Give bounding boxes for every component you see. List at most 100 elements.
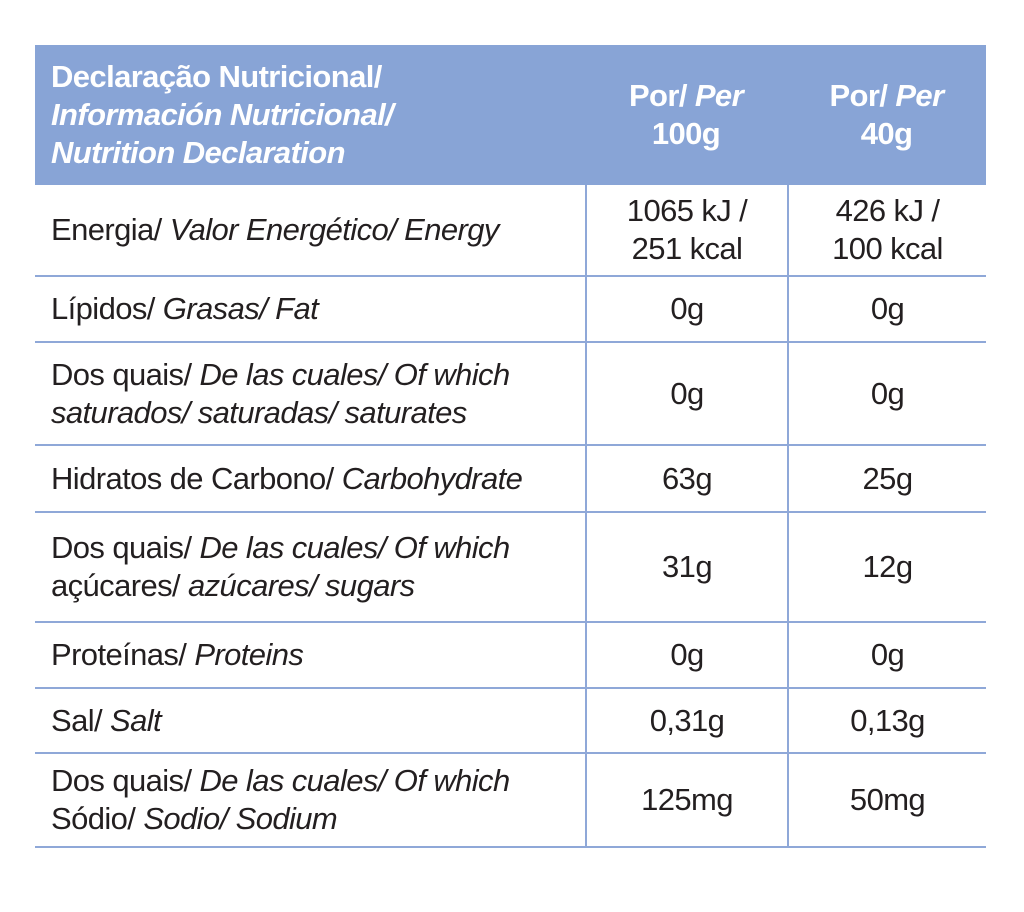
cell-line: Lípidos/ Grasas/ Fat bbox=[51, 290, 585, 328]
cell: 25g bbox=[787, 446, 986, 511]
text-segment: Grasas/ Fat bbox=[162, 291, 319, 326]
cell-line: 0,13g bbox=[850, 702, 925, 740]
cell-line: 0g bbox=[870, 636, 905, 674]
table-row: Dos quais/ De las cuales/ Of which satura… bbox=[35, 343, 986, 446]
cell-line: saturados/ saturadas/ saturates bbox=[51, 394, 585, 432]
cell-line: 50mg bbox=[849, 781, 926, 819]
cell-line: 100g bbox=[651, 115, 721, 153]
cell: Sal/ Salt bbox=[35, 689, 585, 752]
cell-line: Energia/ Valor Energético/ Energy bbox=[51, 211, 585, 249]
cell-line: 40g bbox=[861, 115, 913, 153]
cell-line: 0g bbox=[870, 290, 905, 328]
text-segment: Declaração Nutricional/ bbox=[51, 59, 382, 94]
table-row: Dos quais/ De las cuales/ Of which Sódio/… bbox=[35, 754, 986, 848]
text-segment: Hidratos de Carbono/ bbox=[51, 460, 342, 496]
cell: Por/ Per 100g bbox=[585, 45, 787, 185]
table-row: Sal/ Salt 0,31g 0,13g bbox=[35, 689, 986, 754]
cell-line: 0,31g bbox=[650, 702, 725, 740]
cell-line: 0g bbox=[670, 636, 704, 674]
text-segment: Sodio/ Sodium bbox=[143, 801, 338, 836]
cell-line: 125mg bbox=[641, 781, 733, 819]
cell: 50mg bbox=[787, 754, 986, 846]
cell: 63g bbox=[585, 446, 787, 511]
cell: Lípidos/ Grasas/ Fat bbox=[35, 277, 585, 341]
cell: Proteínas/ Proteins bbox=[35, 623, 585, 687]
table-row: Lípidos/ Grasas/ Fat 0g 0g bbox=[35, 277, 986, 343]
cell: 125mg bbox=[585, 754, 787, 846]
cell: 0g bbox=[787, 343, 986, 444]
cell: 0g bbox=[585, 623, 787, 687]
text-segment: 1065 kJ / bbox=[626, 193, 748, 228]
text-segment: 0g bbox=[670, 375, 704, 411]
cell-line: Por/ Per bbox=[829, 77, 944, 115]
cell: 0g bbox=[787, 277, 986, 341]
text-segment: 251 kcal bbox=[631, 231, 743, 266]
cell-line: Información Nutricional/ bbox=[51, 96, 585, 134]
cell-line: Nutrition Declaration bbox=[51, 134, 585, 172]
cell-line: Proteínas/ Proteins bbox=[51, 636, 585, 674]
text-segment: 125mg bbox=[641, 782, 733, 817]
text-segment: saturados/ saturadas/ saturates bbox=[51, 394, 467, 430]
text-segment: 100g bbox=[651, 116, 721, 151]
text-segment: 426 kJ / bbox=[835, 193, 940, 228]
text-segment: 0,31g bbox=[649, 702, 725, 738]
cell-line: Dos quais/ De las cuales/ Of which bbox=[51, 762, 585, 800]
text-segment: 50mg bbox=[849, 782, 926, 817]
cell: 0g bbox=[585, 343, 787, 444]
cell: Por/ Per 40g bbox=[787, 45, 986, 185]
text-segment: 31g bbox=[662, 549, 713, 584]
cell-line: 31g bbox=[662, 548, 713, 586]
cell-line: 25g bbox=[862, 460, 914, 498]
text-segment: 0g bbox=[870, 637, 905, 672]
text-segment: 0g bbox=[870, 375, 905, 411]
cell: 426 kJ /100 kcal bbox=[787, 185, 986, 275]
text-segment: Salt bbox=[110, 702, 162, 738]
cell-line: Por/ Per bbox=[629, 77, 744, 115]
cell: Energia/ Valor Energético/ Energy bbox=[35, 185, 585, 275]
text-segment: 40g bbox=[860, 116, 913, 151]
text-segment: 100 kcal bbox=[832, 231, 943, 266]
cell: Dos quais/ De las cuales/ Of which açúcar… bbox=[35, 513, 585, 621]
cell: Dos quais/ De las cuales/ Of which Sódio/… bbox=[35, 754, 585, 846]
cell-line: Sódio/ Sodio/ Sodium bbox=[51, 800, 585, 838]
cell: 31g bbox=[585, 513, 787, 621]
cell-line: Declaração Nutricional/ bbox=[51, 58, 585, 96]
cell: 0g bbox=[585, 277, 787, 341]
text-segment: Información Nutricional/ bbox=[51, 97, 394, 132]
nutrition-table: Declaração Nutricional/Información Nutri… bbox=[35, 45, 986, 848]
text-segment: Dos quais/ bbox=[51, 763, 200, 798]
text-segment: De las cuales/ Of which bbox=[199, 530, 510, 565]
cell-line: 251 kcal bbox=[632, 230, 743, 268]
text-segment: 0g bbox=[670, 637, 704, 672]
text-segment: 0g bbox=[870, 291, 905, 326]
text-segment: Dos quais/ bbox=[51, 356, 200, 392]
text-segment: 25g bbox=[862, 460, 914, 496]
text-segment: Proteínas/ bbox=[51, 637, 195, 672]
cell-line: 0g bbox=[670, 290, 704, 328]
table-row: Proteínas/ Proteins 0g 0g bbox=[35, 623, 986, 689]
header-row: Declaração Nutricional/Información Nutri… bbox=[35, 45, 986, 185]
text-segment: De las cuales/ Of which bbox=[199, 356, 510, 392]
text-segment: Per bbox=[895, 78, 944, 113]
cell: 1065 kJ /251 kcal bbox=[585, 185, 787, 275]
cell-line: Sal/ Salt bbox=[51, 702, 585, 740]
text-segment: Dos quais/ bbox=[51, 530, 200, 565]
cell-line: Dos quais/ De las cuales/ Of which bbox=[51, 529, 585, 567]
cell-line: 100 kcal bbox=[832, 230, 943, 268]
cell-line: açúcares/ azúcares/ sugars bbox=[51, 567, 585, 605]
text-segment: 0g bbox=[670, 291, 704, 326]
text-segment: Sal/ bbox=[51, 702, 111, 738]
cell-line: 0g bbox=[870, 375, 905, 413]
text-segment: 0,13g bbox=[850, 702, 925, 738]
cell-line: Dos quais/ De las cuales/ Of which bbox=[51, 356, 585, 394]
cell-line: 12g bbox=[863, 548, 914, 586]
cell: Hidratos de Carbono/ Carbohydrate bbox=[35, 446, 585, 511]
cell: 12g bbox=[787, 513, 986, 621]
text-segment: De las cuales/ Of which bbox=[199, 763, 510, 798]
cell: Declaração Nutricional/Información Nutri… bbox=[35, 45, 585, 185]
cell: 0,31g bbox=[585, 689, 787, 752]
text-segment: 63g bbox=[662, 460, 713, 496]
cell-line: 63g bbox=[662, 460, 713, 498]
